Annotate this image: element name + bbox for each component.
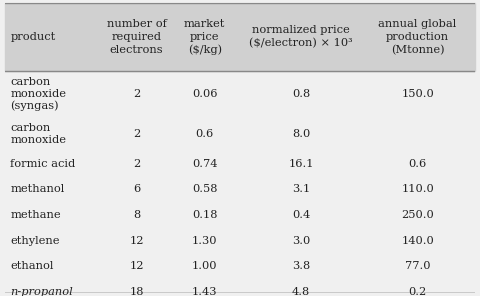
Text: 0.8: 0.8 <box>292 89 310 99</box>
Text: 0.6: 0.6 <box>408 159 427 169</box>
Text: methanol: methanol <box>11 184 65 194</box>
Text: 18: 18 <box>129 287 144 296</box>
Text: 8.0: 8.0 <box>292 129 310 139</box>
Text: 0.58: 0.58 <box>192 184 217 194</box>
Text: 3.0: 3.0 <box>292 236 310 246</box>
Text: 77.0: 77.0 <box>405 261 431 271</box>
Text: 8: 8 <box>133 210 140 220</box>
Text: 1.43: 1.43 <box>192 287 217 296</box>
Text: formic acid: formic acid <box>11 159 76 169</box>
Text: 12: 12 <box>129 261 144 271</box>
Text: 2: 2 <box>133 159 140 169</box>
Text: 0.6: 0.6 <box>195 129 214 139</box>
Text: normalized price
($/electron) × 10³: normalized price ($/electron) × 10³ <box>249 25 353 49</box>
Text: 4.8: 4.8 <box>292 287 310 296</box>
Text: market
price
($/kg): market price ($/kg) <box>184 19 226 55</box>
Text: 0.74: 0.74 <box>192 159 217 169</box>
Text: number of
required
electrons: number of required electrons <box>107 19 167 55</box>
Text: product: product <box>11 32 56 42</box>
Text: 2: 2 <box>133 129 140 139</box>
Text: 140.0: 140.0 <box>401 236 434 246</box>
Text: methane: methane <box>11 210 61 220</box>
Text: ethylene: ethylene <box>11 236 60 246</box>
Text: 0.18: 0.18 <box>192 210 217 220</box>
Text: 1.00: 1.00 <box>192 261 217 271</box>
Text: 0.4: 0.4 <box>292 210 310 220</box>
Text: 250.0: 250.0 <box>401 210 434 220</box>
Text: 0.2: 0.2 <box>408 287 427 296</box>
Text: 1.30: 1.30 <box>192 236 217 246</box>
Text: 0.06: 0.06 <box>192 89 217 99</box>
Text: ethanol: ethanol <box>11 261 54 271</box>
Text: 3.1: 3.1 <box>292 184 310 194</box>
Bar <box>5 3 475 71</box>
Text: 150.0: 150.0 <box>401 89 434 99</box>
Text: 3.8: 3.8 <box>292 261 310 271</box>
Text: 6: 6 <box>133 184 140 194</box>
Text: carbon
monoxide
(syngas): carbon monoxide (syngas) <box>11 77 66 111</box>
Text: 2: 2 <box>133 89 140 99</box>
Text: carbon
monoxide: carbon monoxide <box>11 123 66 145</box>
Text: n-propanol: n-propanol <box>11 287 73 296</box>
Text: 16.1: 16.1 <box>288 159 314 169</box>
Text: annual global
production
(Mtonne): annual global production (Mtonne) <box>378 19 456 55</box>
Text: 110.0: 110.0 <box>401 184 434 194</box>
Text: 12: 12 <box>129 236 144 246</box>
